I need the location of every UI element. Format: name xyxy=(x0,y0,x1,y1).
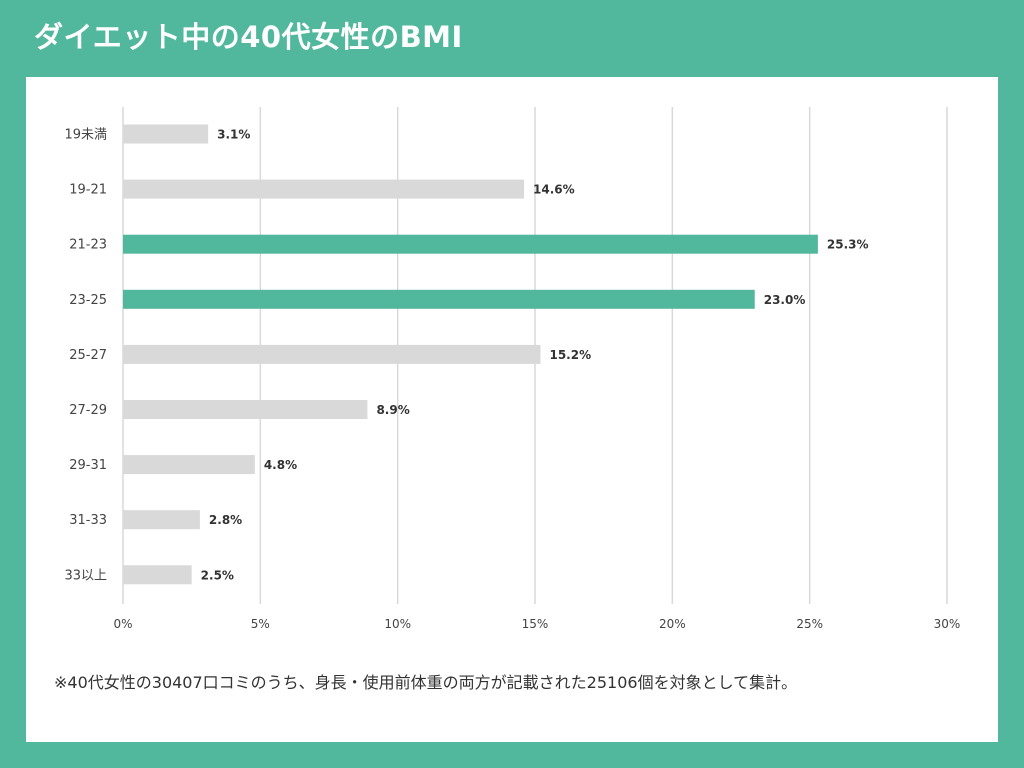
bar xyxy=(123,455,255,475)
data-label: 25.3% xyxy=(827,238,869,252)
data-label: 15.2% xyxy=(549,348,591,362)
x-tick-label: 5% xyxy=(251,617,270,631)
bar xyxy=(123,510,200,530)
bar xyxy=(123,179,525,199)
category-label: 29-31 xyxy=(69,458,107,473)
category-label: 25-27 xyxy=(69,348,107,363)
category-label: 21-23 xyxy=(69,238,107,253)
bar xyxy=(123,565,192,585)
x-tick-label: 30% xyxy=(934,617,961,631)
chart-title: ダイエット中の40代女性のBMI xyxy=(34,20,463,54)
category-label: 27-29 xyxy=(69,403,107,418)
data-label: 2.5% xyxy=(201,568,234,582)
x-tick-label: 0% xyxy=(113,617,132,631)
data-label: 14.6% xyxy=(533,183,575,197)
category-label: 19未満 xyxy=(64,128,107,143)
data-label: 8.9% xyxy=(376,403,409,417)
bar xyxy=(123,234,818,254)
data-label: 23.0% xyxy=(764,293,806,307)
x-tick-label: 25% xyxy=(796,617,823,631)
bar xyxy=(123,344,541,364)
data-label: 4.8% xyxy=(264,458,297,472)
category-label: 33以上 xyxy=(64,568,107,583)
footnote: ※40代女性の30407口コミのうち、身長・使用前体重の両方が記載された2510… xyxy=(54,673,798,692)
x-tick-label: 20% xyxy=(659,617,686,631)
bar-chart: 0% 5% 10% 15% 20% 25% 30% 19未満 3.1% 19-21 14.6% 21-… xyxy=(64,107,961,631)
data-label: 3.1% xyxy=(217,128,250,142)
category-label: 19-21 xyxy=(69,183,107,198)
category-label: 23-25 xyxy=(69,293,107,308)
x-tick-label: 15% xyxy=(522,617,549,631)
bar xyxy=(123,400,368,419)
chart-panel: 0% 5% 10% 15% 20% 25% 30% 19未満 3.1% 19-21 14.6% 21-… xyxy=(26,77,998,742)
bar xyxy=(123,289,755,309)
data-label: 2.8% xyxy=(209,513,242,527)
category-label: 31-33 xyxy=(69,513,107,528)
x-tick-label: 10% xyxy=(384,617,411,631)
bar xyxy=(123,124,209,144)
